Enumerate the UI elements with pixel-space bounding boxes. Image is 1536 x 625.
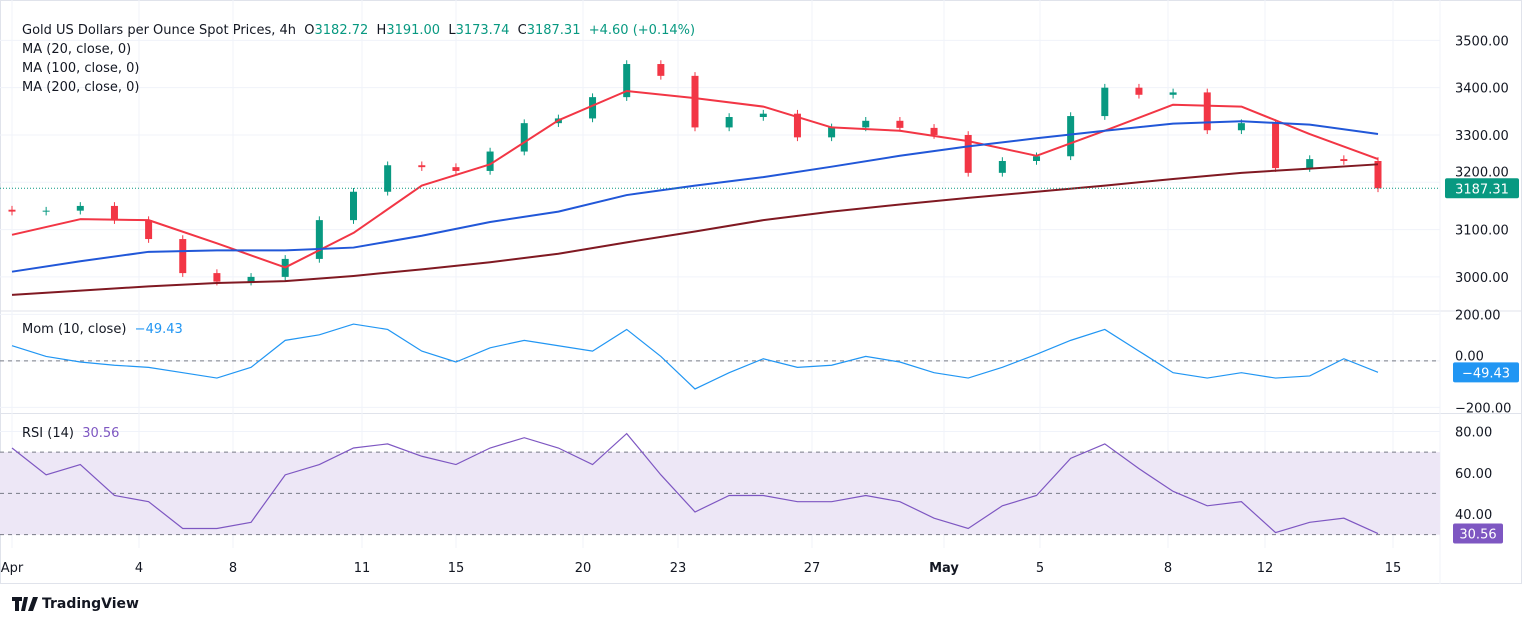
- x-tick-label: 20: [575, 561, 592, 576]
- y-tick-label: 3200.00: [1455, 165, 1509, 180]
- candle: [179, 239, 187, 274]
- candle: [384, 165, 392, 192]
- candle: [1067, 116, 1075, 157]
- y-tick-label: 200.00: [1455, 308, 1501, 323]
- mom-line: [11, 323, 1379, 390]
- low-value: 3173.74: [455, 23, 510, 38]
- candle: [1135, 87, 1143, 95]
- candle: [486, 151, 494, 171]
- last-price-label: 3187.31: [1455, 182, 1509, 197]
- candle: [1203, 92, 1211, 131]
- candle: [828, 127, 836, 138]
- candle: [213, 273, 221, 282]
- x-tick-label: 8: [1164, 561, 1172, 576]
- x-tick-label: 15: [1385, 561, 1402, 576]
- candle: [42, 210, 50, 212]
- candle: [418, 165, 426, 168]
- y-tick-label: −200.00: [1455, 401, 1511, 416]
- candle: [589, 97, 597, 119]
- x-tick-label: 8: [229, 561, 237, 576]
- rsi-value-badge: [1453, 523, 1503, 544]
- y-tick-label: 3100.00: [1455, 224, 1509, 239]
- candle: [1101, 87, 1109, 117]
- tradingview-logo-icon: [12, 597, 38, 611]
- y-tick-label: 0.00: [1455, 349, 1484, 364]
- mom-value: −49.43: [134, 322, 183, 337]
- candle: [691, 75, 699, 128]
- candle: [452, 167, 460, 171]
- x-tick-label: 23: [670, 561, 687, 576]
- candle: [1033, 156, 1040, 161]
- rsi-legend[interactable]: RSI (14) 30.56: [22, 426, 120, 441]
- candle: [964, 134, 972, 173]
- ma20-legend[interactable]: MA (20, close, 0): [22, 42, 132, 57]
- close-value: 3187.31: [526, 23, 581, 38]
- candle: [1306, 159, 1314, 169]
- ma200-line: [11, 163, 1379, 296]
- candle: [315, 220, 323, 259]
- x-tick-label: Apr: [1, 561, 24, 576]
- x-tick-label: May: [929, 561, 959, 576]
- candle: [657, 64, 665, 76]
- candle: [862, 120, 870, 128]
- candle: [759, 113, 767, 118]
- x-tick-label: 15: [448, 561, 465, 576]
- change-value: +4.60 (+0.14%): [588, 23, 696, 38]
- ma200-legend[interactable]: MA (200, close, 0): [22, 80, 140, 95]
- candle: [998, 161, 1006, 173]
- x-tick-label: 5: [1036, 561, 1044, 576]
- high-value: 3191.00: [386, 23, 441, 38]
- y-tick-label: 3500.00: [1455, 34, 1509, 49]
- candle: [1374, 161, 1382, 189]
- x-tick-label: 11: [354, 561, 371, 576]
- y-tick-label: 60.00: [1455, 467, 1492, 482]
- x-tick-label: 4: [135, 561, 143, 576]
- mom-value-label: −49.43: [1462, 366, 1510, 381]
- candle: [350, 191, 357, 221]
- rsi-value-label: 30.56: [1459, 528, 1496, 543]
- candle: [8, 209, 16, 212]
- candle: [76, 205, 84, 211]
- chart-frame: [0, 0, 1522, 584]
- mom-legend[interactable]: Mom (10, close) −49.43: [22, 322, 183, 337]
- candle: [1169, 92, 1177, 95]
- candle: [725, 117, 733, 128]
- candle: [930, 127, 938, 135]
- y-tick-label: 3400.00: [1455, 82, 1509, 97]
- candle: [1340, 159, 1348, 161]
- candle: [247, 276, 255, 282]
- candle: [623, 64, 631, 98]
- candle: [896, 120, 904, 128]
- last-price-badge: [1445, 178, 1519, 199]
- ma100-legend[interactable]: MA (100, close, 0): [22, 61, 140, 76]
- y-tick-label: 3300.00: [1455, 129, 1509, 144]
- candle: [520, 123, 528, 152]
- chart-legend: Gold US Dollars per Ounce Spot Prices, 4…: [22, 23, 696, 38]
- rsi-line: [11, 432, 1379, 535]
- candle: [1237, 123, 1245, 131]
- mom-value-badge: [1453, 362, 1519, 383]
- y-tick-label: 3000.00: [1455, 271, 1509, 286]
- tradingview-logo[interactable]: TradingView: [12, 596, 139, 612]
- candle: [793, 113, 801, 138]
- ma100-line: [11, 120, 1379, 273]
- symbol-title: Gold US Dollars per Ounce Spot Prices, 4…: [22, 23, 296, 38]
- y-tick-label: 40.00: [1455, 508, 1492, 523]
- candle: [110, 205, 118, 221]
- x-tick-label: 27: [804, 561, 821, 576]
- x-tick-label: 12: [1257, 561, 1274, 576]
- open-value: 3182.72: [314, 23, 369, 38]
- candle: [1272, 123, 1280, 169]
- candle: [145, 220, 153, 240]
- rsi-value: 30.56: [82, 426, 120, 441]
- y-tick-label: 80.00: [1455, 426, 1492, 441]
